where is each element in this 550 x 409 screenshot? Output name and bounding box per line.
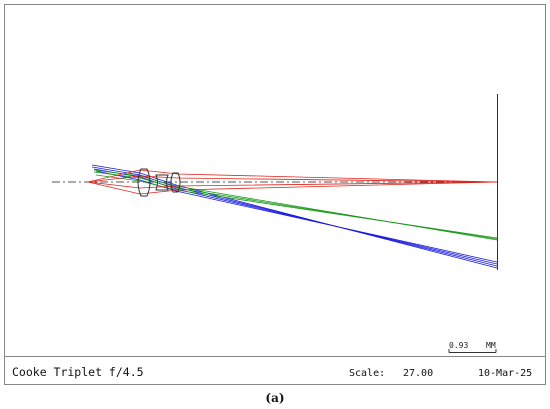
scale-bar-value: 0.93 bbox=[449, 341, 468, 350]
lens-element-1 bbox=[137, 168, 151, 197]
ray-on-axis bbox=[87, 181, 498, 195]
ray-mid-field bbox=[95, 174, 498, 239]
ray-on-axis bbox=[87, 169, 498, 183]
ray-on-axis bbox=[87, 181, 498, 189]
date-stamp: 10-Mar-25 bbox=[478, 368, 532, 379]
scale-label: Scale: bbox=[349, 368, 385, 379]
figure-caption: (a) bbox=[265, 391, 284, 405]
system-title: Cooke Triplet f/4.5 bbox=[12, 365, 144, 379]
lens-element-3 bbox=[170, 172, 181, 193]
ray-on-axis bbox=[87, 175, 498, 183]
plot-frame bbox=[4, 4, 546, 385]
scale-bar: 0.93 MM bbox=[448, 341, 497, 353]
scale-bar-unit: MM bbox=[486, 341, 496, 350]
lens-element-2 bbox=[155, 174, 169, 191]
ray-fan-on-axis bbox=[87, 169, 498, 195]
scale-value: 27.00 bbox=[403, 368, 433, 379]
ray-mid-field bbox=[93, 169, 498, 241]
lens-group bbox=[137, 168, 181, 197]
